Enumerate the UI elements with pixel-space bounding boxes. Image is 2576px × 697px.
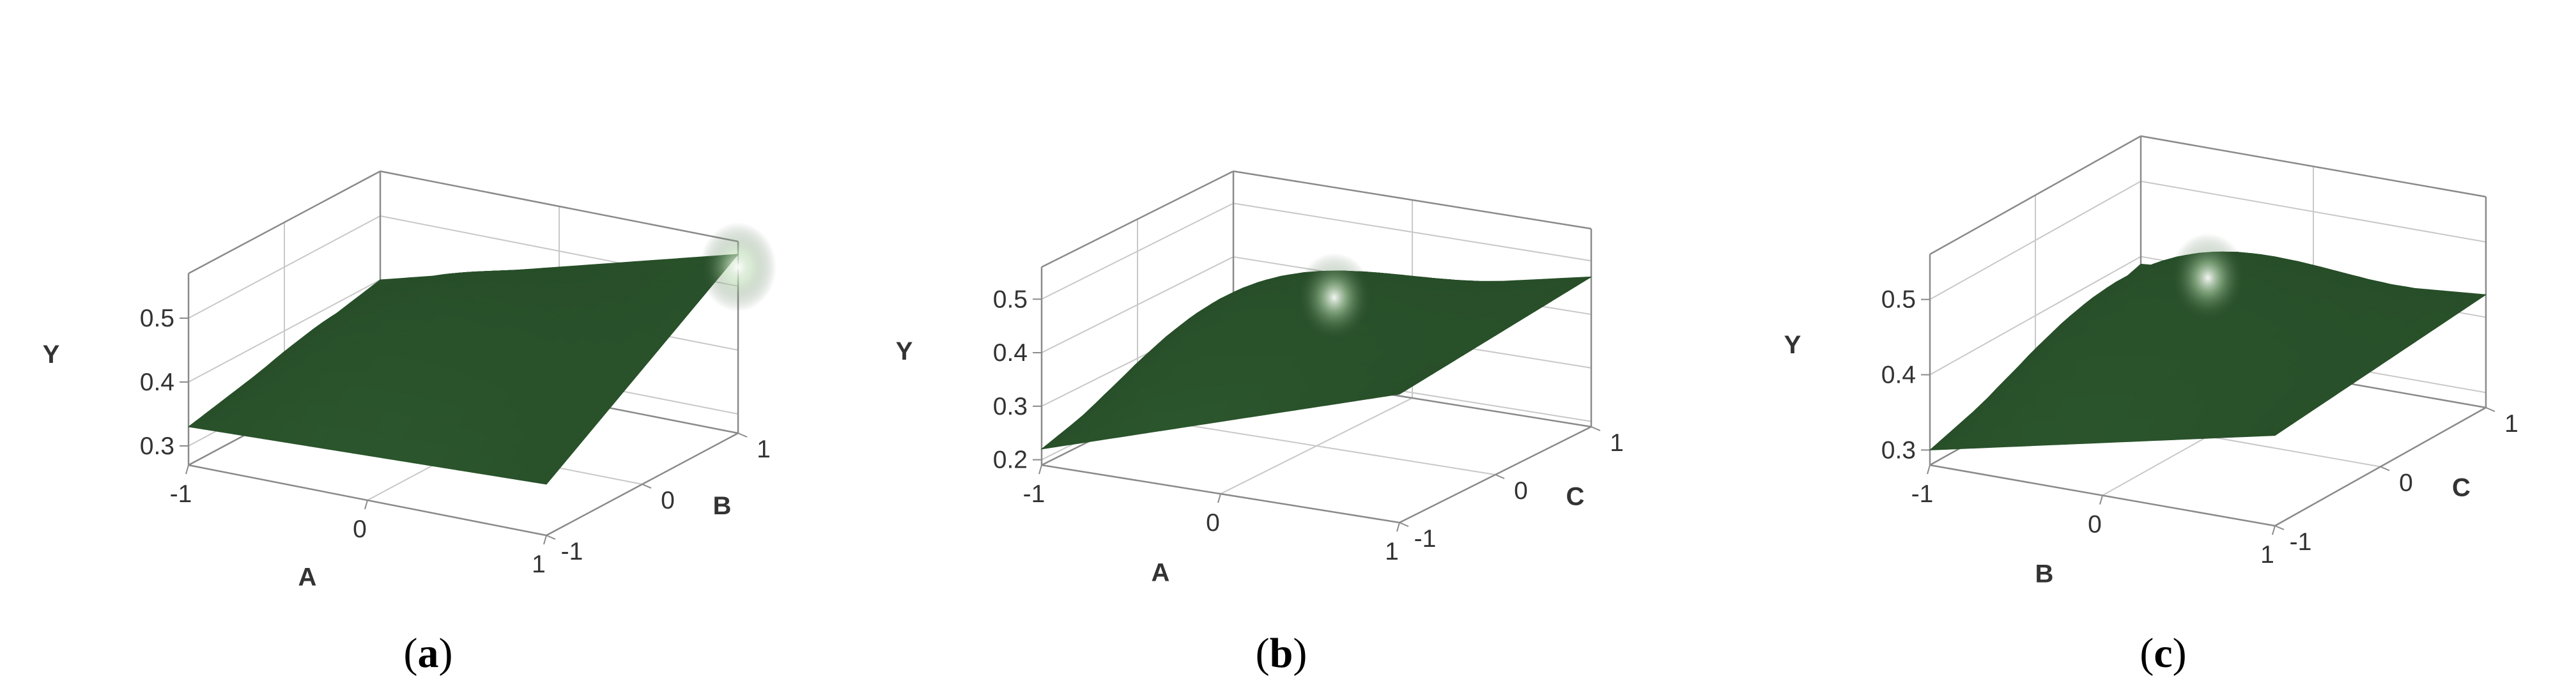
surface-plot-a: -1 0 1 -1 0 1 0.3 0.4 0.5 A B Y (a)	[0, 0, 856, 697]
z-tick-label: 0.4	[1881, 362, 1916, 389]
y-tick-mark	[642, 484, 652, 489]
wall-grid-line	[1929, 256, 2141, 376]
y-tick-mark	[737, 433, 748, 438]
wall-grid-line	[1233, 203, 1592, 262]
x-tick-mark	[543, 535, 547, 545]
y-tick-mark	[1591, 426, 1601, 431]
caption-c: (c)	[2140, 630, 2187, 677]
box-edge	[2140, 135, 2487, 198]
y-axis-label: C	[2452, 473, 2471, 502]
y-axis-label: C	[1566, 483, 1585, 511]
caption-a: (a)	[403, 630, 453, 677]
z-tick-label: 0.2	[993, 447, 1028, 474]
surface-plot-c: -1 0 1 -1 0 1 0.3 0.4 0.5 B C Y (c)	[1764, 0, 2576, 697]
box-edge	[1233, 170, 1592, 230]
x-tick-label: -1	[1911, 480, 1934, 508]
y-axis-label: B	[713, 492, 732, 520]
z-axis-label: Y	[1784, 331, 1801, 359]
z-tick-label: 0.5	[1881, 286, 1916, 314]
wall-grid-line	[2140, 180, 2487, 243]
wall-grid-line	[1041, 256, 1234, 353]
caption-b: (b)	[1255, 630, 1307, 677]
x-tick-mark	[2099, 495, 2103, 505]
wall-grid-line	[1041, 203, 1234, 300]
wall-grid-line	[188, 215, 381, 319]
plot-svg-a: -1 0 1 -1 0 1 0.3 0.4 0.5 A B Y	[43, 170, 776, 592]
x-tick-mark	[1217, 493, 1221, 503]
x-tick-mark	[364, 500, 368, 510]
floor-grid-line	[1137, 417, 1496, 475]
x-tick-label: 0	[1206, 509, 1220, 537]
box-edge	[380, 170, 739, 243]
box-edge	[188, 170, 381, 275]
x-tick-mark	[185, 464, 189, 475]
surface-plot-b: -1 0 1 -1 0 1 0.2 0.3 0.4 0.5 A C Y (b)	[879, 0, 1735, 697]
plot-svg-b: -1 0 1 -1 0 1 0.2 0.3 0.4 0.5 A C Y	[896, 170, 1624, 587]
z-axis-label: Y	[43, 341, 60, 369]
surface-patch	[2260, 427, 2285, 437]
y-tick-label: -1	[2290, 528, 2312, 556]
x-tick-mark	[2272, 525, 2276, 535]
x-axis-label: A	[1152, 559, 1170, 587]
box-edge	[1041, 170, 1234, 268]
surface-highlight	[700, 222, 776, 312]
x-tick-label: -1	[1023, 480, 1045, 508]
surface-patch	[530, 470, 555, 485]
wall-grid-line	[1929, 180, 2141, 300]
y-tick-label: 0	[1514, 477, 1528, 505]
y-tick-label: 0	[661, 487, 675, 514]
z-tick-label: 0.3	[993, 393, 1028, 420]
y-tick-mark	[1399, 522, 1409, 527]
z-axis-label: Y	[896, 337, 913, 365]
y-tick-mark	[546, 535, 556, 540]
y-tick-mark	[1495, 474, 1505, 479]
x-tick-label: 0	[2088, 511, 2102, 539]
y-tick-label: 0	[2399, 470, 2413, 497]
z-tick-label: 0.4	[993, 339, 1028, 367]
y-tick-mark	[2485, 407, 2495, 412]
x-tick-label: 1	[1385, 538, 1399, 565]
surface-highlight	[1296, 252, 1373, 342]
x-tick-mark	[1038, 464, 1042, 475]
x-tick-label: 1	[2260, 541, 2274, 569]
z-tick-label: 0.4	[140, 369, 174, 396]
x-tick-label: 1	[532, 551, 546, 578]
x-axis-label: B	[2035, 560, 2054, 588]
y-tick-mark	[2274, 525, 2285, 530]
wall-grid-line	[188, 279, 381, 383]
y-tick-label: 1	[1610, 429, 1624, 457]
y-tick-mark	[2380, 466, 2390, 471]
y-tick-label: -1	[1414, 525, 1437, 553]
x-tick-mark	[1927, 464, 1931, 475]
z-tick-label: 0.3	[140, 433, 174, 460]
surface-highlight	[2170, 233, 2246, 323]
x-tick-mark	[1396, 522, 1400, 532]
y-tick-label: 1	[2504, 410, 2518, 438]
y-tick-label: 1	[757, 436, 771, 463]
z-tick-label: 0.5	[993, 286, 1028, 313]
plot-svg-c: -1 0 1 -1 0 1 0.3 0.4 0.5 B C Y	[1784, 135, 2518, 588]
y-tick-label: -1	[561, 538, 583, 565]
surface-patch	[1384, 388, 1408, 397]
box-edge	[1929, 135, 2141, 256]
z-tick-label: 0.3	[1881, 436, 1916, 464]
x-axis-label: A	[298, 563, 317, 592]
x-tick-label: -1	[170, 480, 192, 508]
z-tick-label: 0.5	[140, 305, 174, 332]
x-tick-label: 0	[353, 516, 367, 543]
